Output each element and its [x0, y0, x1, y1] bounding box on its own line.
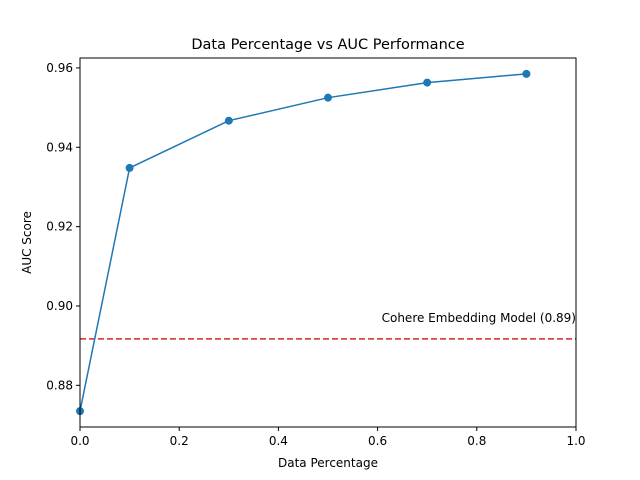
- x-tick-label: 0.2: [170, 434, 189, 448]
- y-tick-label: 0.94: [46, 140, 73, 154]
- x-tick-label: 0.6: [368, 434, 387, 448]
- plot-area: 0.0 0.2 0.4 0.6 0.8 1.0 0.88 0.90 0.92 0.94 0.96: [46, 57, 586, 448]
- data-point: [522, 69, 531, 78]
- data-point: [224, 116, 233, 125]
- reference-line-label: Cohere Embedding Model (0.89): [382, 311, 576, 325]
- data-point: [423, 78, 432, 87]
- chart-title: Data Percentage vs AUC Performance: [191, 37, 464, 53]
- data-point: [324, 93, 332, 102]
- y-tick-label: 0.92: [46, 220, 73, 234]
- plot-frame: [79, 57, 577, 428]
- y-tick-label: 0.96: [46, 61, 73, 75]
- x-axis-label: Data Percentage: [278, 456, 378, 470]
- x-tick-label: 0.8: [467, 434, 486, 448]
- data-point: [125, 163, 134, 172]
- y-axis-label: AUC Score: [20, 211, 34, 274]
- y-tick-label: 0.90: [46, 299, 73, 313]
- x-tick-label: 1.0: [566, 434, 585, 448]
- y-tick-label: 0.88: [46, 378, 73, 392]
- x-tick-label: 0.0: [70, 434, 89, 448]
- x-tick-label: 0.4: [269, 434, 288, 448]
- series-line: [79, 73, 527, 412]
